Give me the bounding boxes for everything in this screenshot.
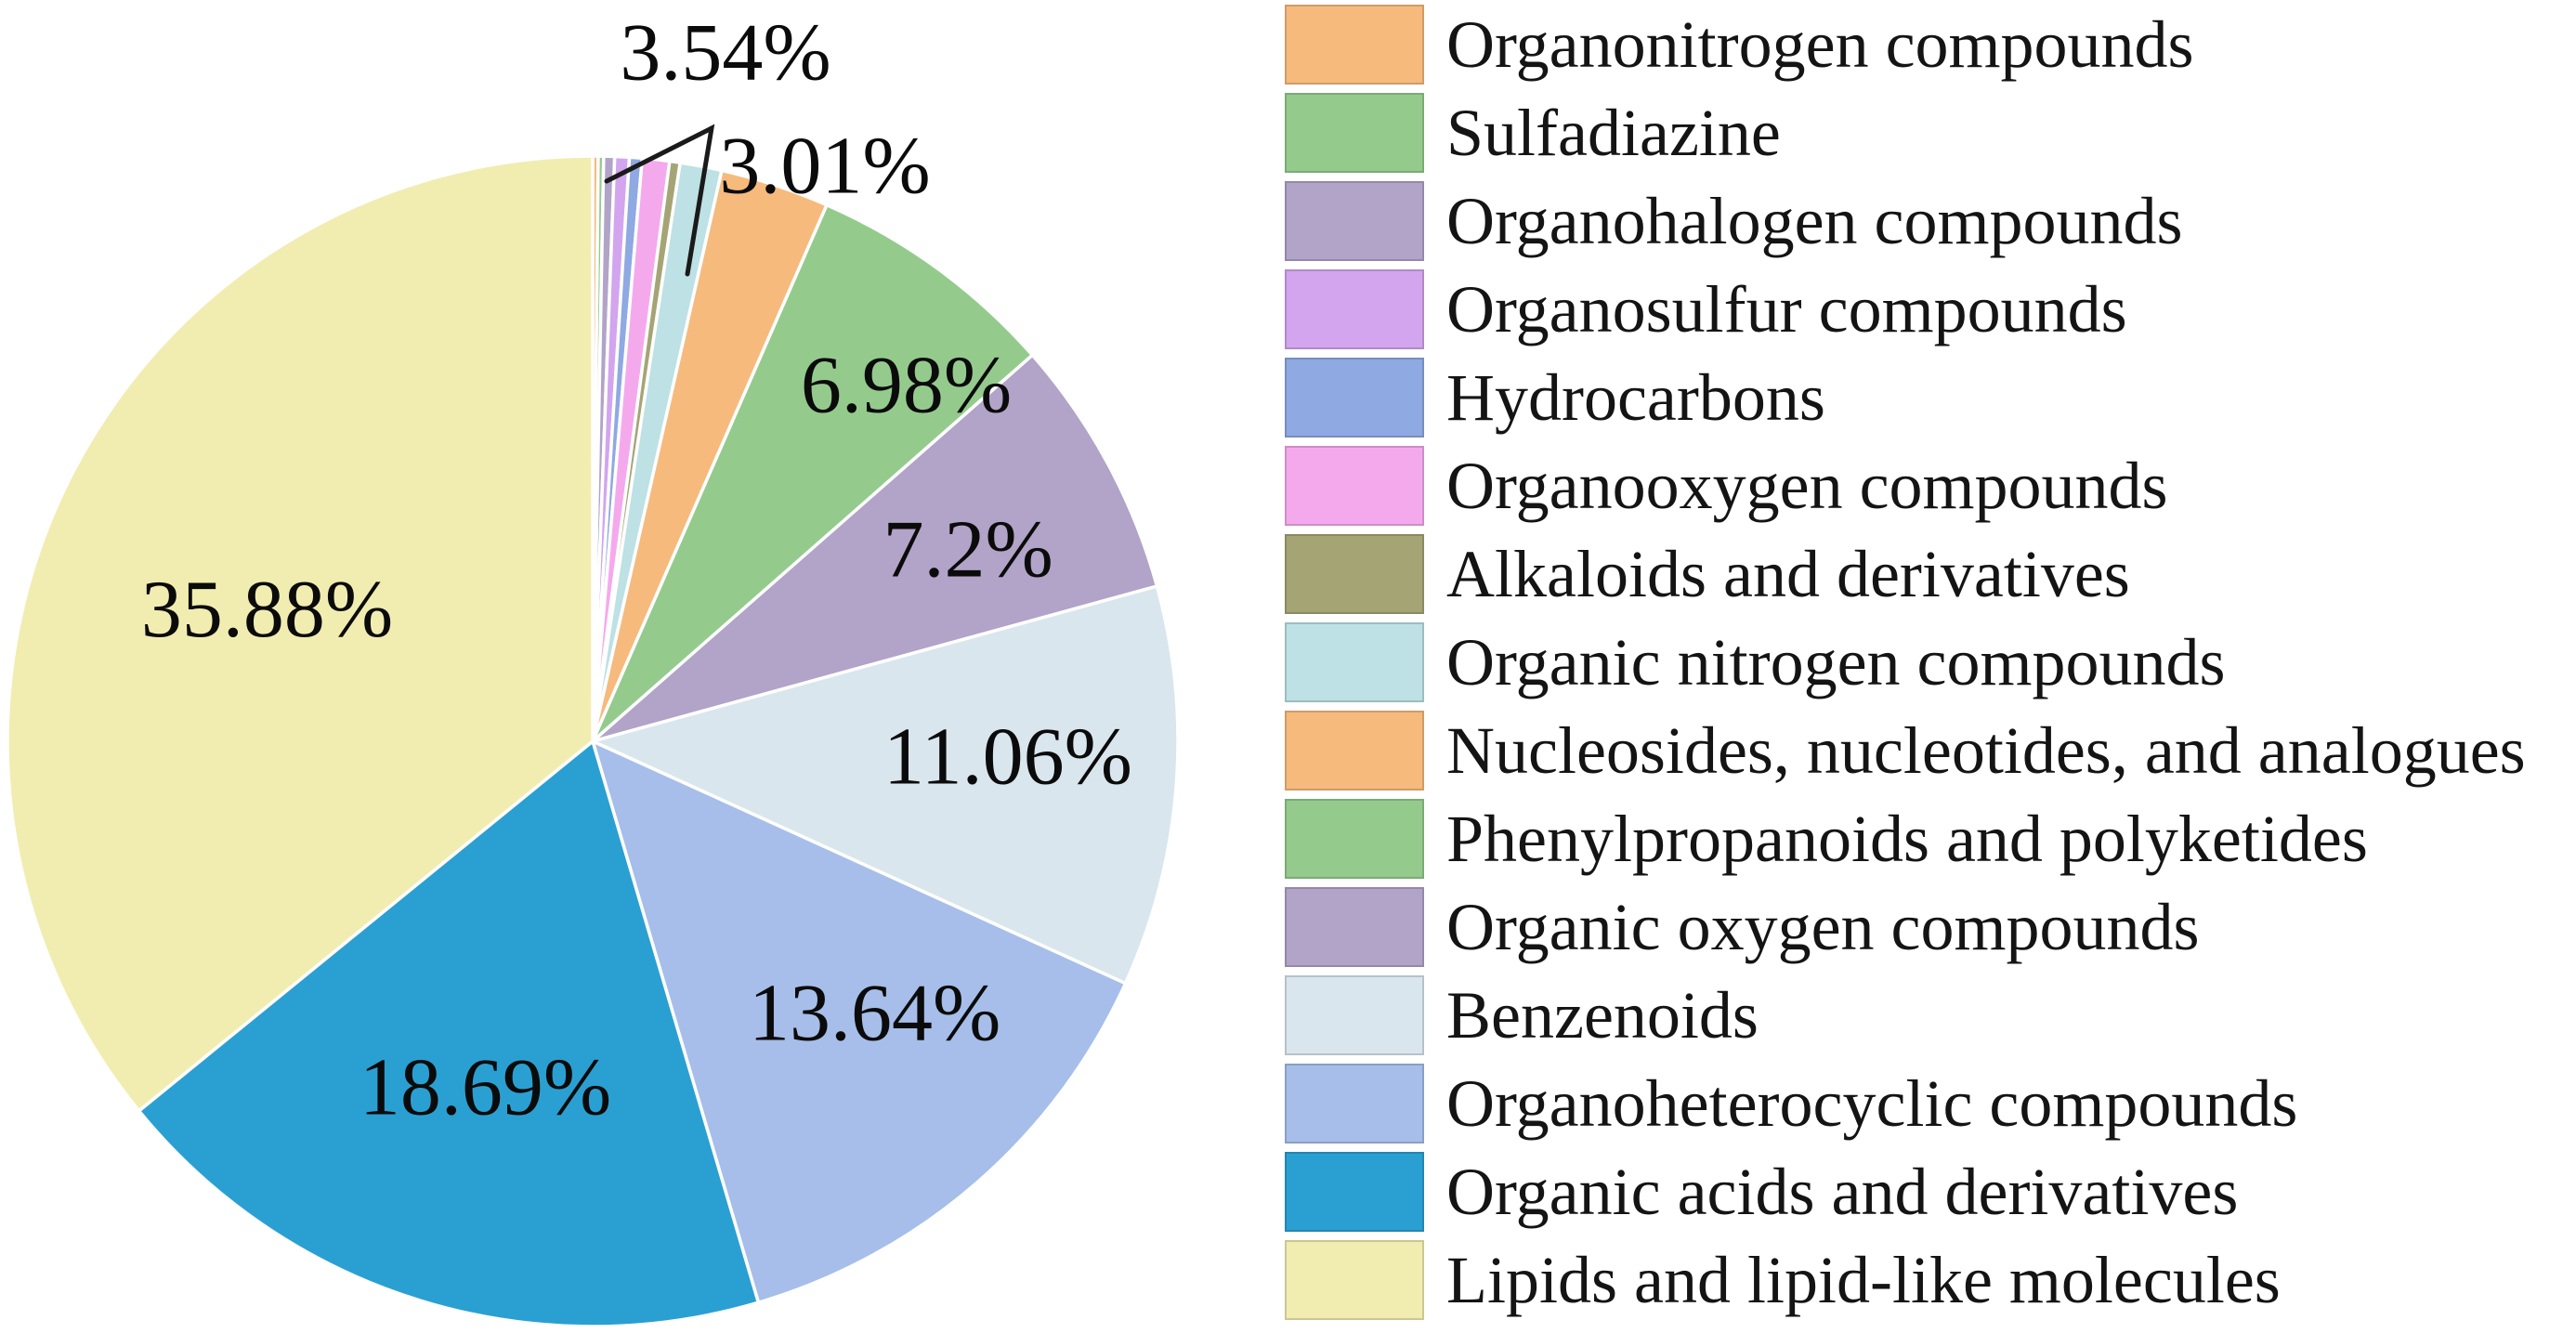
outside-percent-label-3-54: 3.54%: [620, 8, 830, 98]
pie-slice-organic-oxygen-compounds: [591, 353, 1159, 743]
legend-swatch-organooxygen-compounds: [1285, 446, 1424, 526]
pie-slice-organoheterocyclic-compounds: [591, 739, 1128, 1304]
legend-label-phenylpropanoids-and-polyketides: Phenylpropanoids and polyketides: [1446, 802, 2368, 876]
legend-row-alkaloids-and-derivatives: Alkaloids and derivatives: [1285, 534, 2130, 614]
pie-slice-lipids-and-lipid-like-molecules: [6, 154, 595, 1113]
percent-label-phenylpropanoids-and-polyketides: 6.98%: [801, 341, 1012, 431]
legend-label-organohalogen-compounds: Organohalogen compounds: [1446, 184, 2183, 258]
percent-label-benzenoids: 11.06%: [883, 712, 1132, 803]
outside-percent-label-3-01: 3.01%: [719, 122, 930, 212]
percent-label-organoheterocyclic-compounds: 13.64%: [749, 969, 1000, 1059]
legend-swatch-organosulfur-compounds: [1285, 269, 1424, 349]
legend-swatch-organic-oxygen-compounds: [1285, 887, 1424, 967]
legend-swatch-organic-acids-and-derivatives: [1285, 1152, 1424, 1232]
legend-label-nucleosides-nucleotides-and-analogues: Nucleosides, nucleotides, and analogues: [1446, 713, 2526, 788]
legend-label-alkaloids-and-derivatives: Alkaloids and derivatives: [1446, 537, 2130, 611]
percent-label-lipids-and-lipid-like-molecules: 35.88%: [141, 565, 393, 655]
legend-label-organic-nitrogen-compounds: Organic nitrogen compounds: [1446, 625, 2226, 699]
legend-swatch-alkaloids-and-derivatives: [1285, 534, 1424, 614]
legend-swatch-organoheterocyclic-compounds: [1285, 1064, 1424, 1144]
legend-swatch-lipids-and-lipid-like-molecules: [1285, 1240, 1424, 1320]
legend: Organonitrogen compounds Sulfadiazine Orga…: [1285, 0, 2576, 1333]
legend-swatch-hydrocarbons: [1285, 358, 1424, 438]
pie-slice-benzenoids: [591, 584, 1180, 986]
legend-row-organic-oxygen-compounds: Organic oxygen compounds: [1285, 887, 2200, 967]
percent-label-organic-oxygen-compounds: 7.2%: [883, 505, 1053, 595]
legend-row-organic-acids-and-derivatives: Organic acids and derivatives: [1285, 1152, 2238, 1232]
legend-row-organoheterocyclic-compounds: Organoheterocyclic compounds: [1285, 1064, 2297, 1144]
legend-row-benzenoids: Benzenoids: [1285, 975, 1759, 1055]
pie-slice-phenylpropanoids-and-polyketides: [591, 203, 1035, 743]
legend-row-nucleosides-nucleotides-and-analogues: Nucleosides, nucleotides, and analogues: [1285, 711, 2526, 791]
legend-row-sulfadiazine: Sulfadiazine: [1285, 93, 1781, 173]
legend-swatch-organic-nitrogen-compounds: [1285, 622, 1424, 702]
legend-swatch-phenylpropanoids-and-polyketides: [1285, 799, 1424, 879]
legend-label-organic-acids-and-derivatives: Organic acids and derivatives: [1446, 1155, 2239, 1229]
legend-label-organosulfur-compounds: Organosulfur compounds: [1446, 272, 2127, 346]
legend-label-sulfadiazine: Sulfadiazine: [1446, 96, 1781, 170]
legend-swatch-organonitrogen-compounds: [1285, 5, 1424, 85]
legend-swatch-sulfadiazine: [1285, 93, 1424, 173]
legend-row-organooxygen-compounds: Organooxygen compounds: [1285, 446, 2168, 526]
legend-row-organohalogen-compounds: Organohalogen compounds: [1285, 181, 2183, 261]
legend-swatch-benzenoids: [1285, 975, 1424, 1055]
legend-row-organosulfur-compounds: Organosulfur compounds: [1285, 269, 2127, 349]
pie-slice-organic-acids-and-derivatives: [137, 739, 761, 1328]
legend-swatch-nucleosides-nucleotides-and-analogues: [1285, 711, 1424, 791]
legend-label-hydrocarbons: Hydrocarbons: [1446, 360, 1825, 435]
legend-row-lipids-and-lipid-like-molecules: Lipids and lipid-like molecules: [1285, 1240, 2281, 1320]
legend-label-lipids-and-lipid-like-molecules: Lipids and lipid-like molecules: [1446, 1243, 2281, 1317]
leader-line: [604, 124, 715, 277]
legend-swatch-organohalogen-compounds: [1285, 181, 1424, 261]
legend-label-organoheterocyclic-compounds: Organoheterocyclic compounds: [1446, 1066, 2298, 1141]
legend-row-phenylpropanoids-and-polyketides: Phenylpropanoids and polyketides: [1285, 799, 2368, 879]
legend-row-organic-nitrogen-compounds: Organic nitrogen compounds: [1285, 622, 2226, 702]
percent-label-organic-acids-and-derivatives: 18.69%: [360, 1043, 611, 1133]
legend-row-hydrocarbons: Hydrocarbons: [1285, 358, 1825, 438]
legend-label-organonitrogen-compounds: Organonitrogen compounds: [1446, 7, 2194, 82]
legend-label-benzenoids: Benzenoids: [1446, 978, 1759, 1052]
legend-label-organooxygen-compounds: Organooxygen compounds: [1446, 449, 2168, 523]
legend-row-organonitrogen-compounds: Organonitrogen compounds: [1285, 5, 2194, 85]
legend-label-organic-oxygen-compounds: Organic oxygen compounds: [1446, 890, 2200, 964]
